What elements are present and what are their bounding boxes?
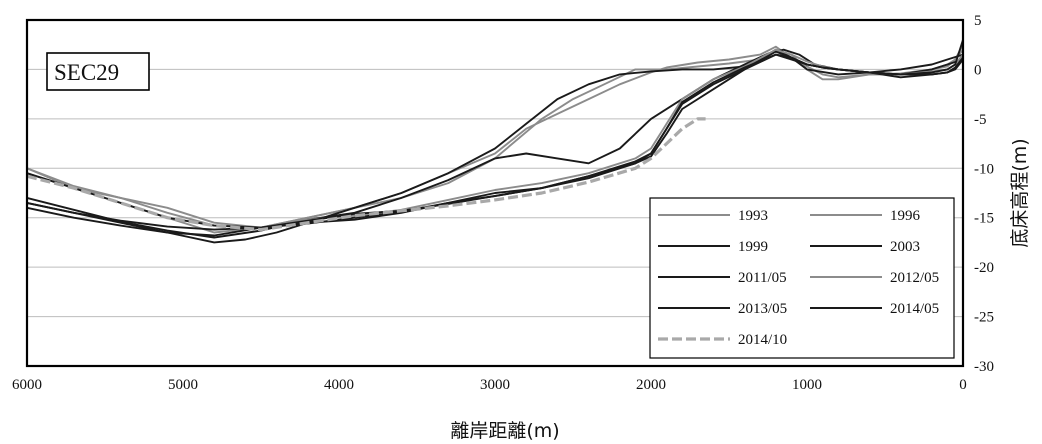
y-tick-label: -15 (974, 211, 994, 227)
y-tick-label: -5 (974, 112, 987, 128)
panel-label: SEC29 (54, 60, 119, 85)
x-tick-label: 6000 (12, 377, 42, 393)
series-line-1999 (26, 48, 964, 244)
legend-label: 2013/05 (738, 301, 787, 317)
x-tick-label: 2000 (636, 377, 666, 393)
legend: 1993 1996 1999 2003 2011/05 2012/05 2013/05 201… (649, 197, 955, 359)
plot-frame (25, 18, 965, 368)
x-axis-ticks: 6000 5000 4000 3000 2000 1000 0 (12, 377, 967, 393)
y-tick-label: -20 (974, 260, 994, 276)
x-tick-label: 0 (959, 377, 967, 393)
y-tick-label: -10 (974, 161, 994, 177)
panel-label-box: SEC29 (46, 52, 150, 91)
y-axis-title: 底床高程(m) (1009, 138, 1031, 247)
legend-label: 2011/05 (738, 270, 787, 286)
legend-label: 1996 (890, 208, 921, 224)
legend-label: 2012/05 (890, 270, 939, 286)
y-axis-ticks: 5 0 -5 -10 -15 -20 -25 -30 (974, 13, 994, 375)
y-tick-label: 5 (974, 13, 982, 29)
series-line-2014-05 (26, 39, 964, 229)
legend-label: 2003 (890, 239, 920, 255)
legend-label: 1993 (738, 208, 768, 224)
series-line-2014-10 (26, 117, 706, 232)
x-tick-label: 3000 (480, 377, 510, 393)
legend-label: 2014/10 (738, 332, 787, 348)
x-axis-title: 離岸距離(m) (450, 420, 559, 442)
y-tick-label: -30 (974, 359, 994, 375)
x-tick-label: 4000 (324, 377, 354, 393)
y-tick-label: -25 (974, 310, 994, 326)
legend-label: 1999 (738, 239, 768, 255)
x-tick-label: 5000 (168, 377, 198, 393)
legend-label: 2014/05 (890, 301, 939, 317)
x-tick-label: 1000 (792, 377, 822, 393)
series-lines (26, 39, 964, 244)
y-tick-label: 0 (974, 62, 982, 78)
